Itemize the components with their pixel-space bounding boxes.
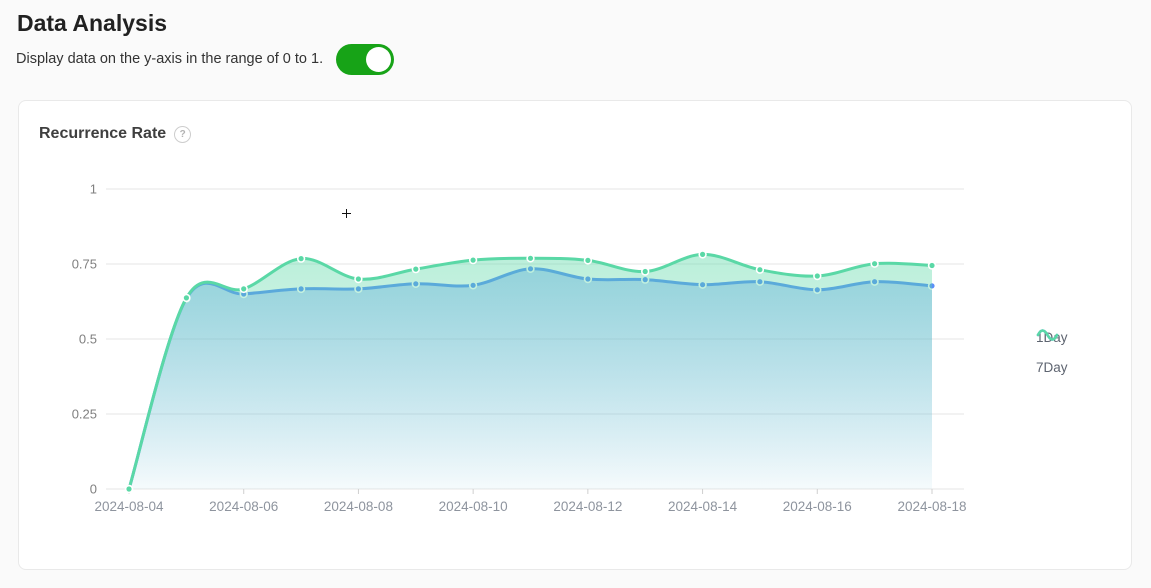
legend-label: 7Day: [1036, 360, 1068, 375]
point-7day[interactable]: [640, 267, 650, 276]
chart-title: Recurrence Rate: [39, 125, 167, 142]
point-7day[interactable]: [296, 254, 306, 263]
point-7day[interactable]: [755, 265, 765, 274]
x-axis-label: 2024-08-16: [783, 499, 852, 514]
card-header: Recurrence Rate ?: [39, 125, 192, 143]
point-7day[interactable]: [182, 293, 191, 303]
x-axis-label: 2024-08-12: [553, 499, 622, 514]
x-axis-label: 2024-08-08: [324, 499, 393, 514]
help-icon[interactable]: ?: [174, 125, 192, 143]
point-7day[interactable]: [927, 261, 937, 270]
y-axis-label: 0: [90, 482, 97, 497]
y-axis-label: 0.5: [79, 332, 97, 347]
chart-legend: 1Day 7Day: [1036, 327, 1068, 378]
legend-label: 1Day: [1036, 330, 1068, 345]
x-axis-label: 2024-08-10: [439, 499, 508, 514]
x-axis-label: 2024-08-06: [209, 499, 278, 514]
point-7day[interactable]: [526, 254, 535, 263]
point-7day[interactable]: [813, 271, 822, 281]
point-7day[interactable]: [354, 274, 363, 284]
y-axis-label: 0.25: [72, 407, 97, 422]
chart-canvas[interactable]: 0 0.25 0.5 0.75 1 2024-08-04 2024-08-06 2024-08…: [19, 101, 1133, 571]
recurrence-rate-card: 0 0.25 0.5 0.75 1 2024-08-04 2024-08-06 2024-08…: [18, 100, 1132, 570]
line-7day: [127, 252, 934, 491]
yaxis-range-toggle[interactable]: [336, 44, 394, 75]
x-axis-label: 2024-08-18: [897, 499, 966, 514]
point-7day[interactable]: [870, 259, 879, 268]
toggle-knob: [366, 47, 391, 72]
point-7day[interactable]: [239, 284, 248, 294]
y-axis-label: 0.75: [72, 257, 97, 272]
area-7day: [129, 254, 932, 489]
page-title: Data Analysis: [17, 10, 167, 36]
legend-wave-icon: [1036, 329, 1059, 341]
toggle-label: Display data on the y-axis in the range …: [16, 51, 324, 67]
point-7day[interactable]: [411, 264, 420, 274]
x-axis-label: 2024-08-14: [668, 499, 738, 514]
point-7day[interactable]: [583, 256, 593, 265]
legend-item-7day[interactable]: 7Day: [1036, 329, 1068, 378]
point-7day[interactable]: [698, 250, 707, 259]
x-axis-label: 2024-08-04: [94, 499, 164, 514]
recurrence-rate-chart[interactable]: 0 0.25 0.5 0.75 1 2024-08-04 2024-08-06 2024-08…: [19, 101, 1133, 571]
point-7day[interactable]: [468, 255, 478, 265]
y-axis-label: 1: [90, 182, 97, 197]
point-7day[interactable]: [124, 484, 134, 494]
